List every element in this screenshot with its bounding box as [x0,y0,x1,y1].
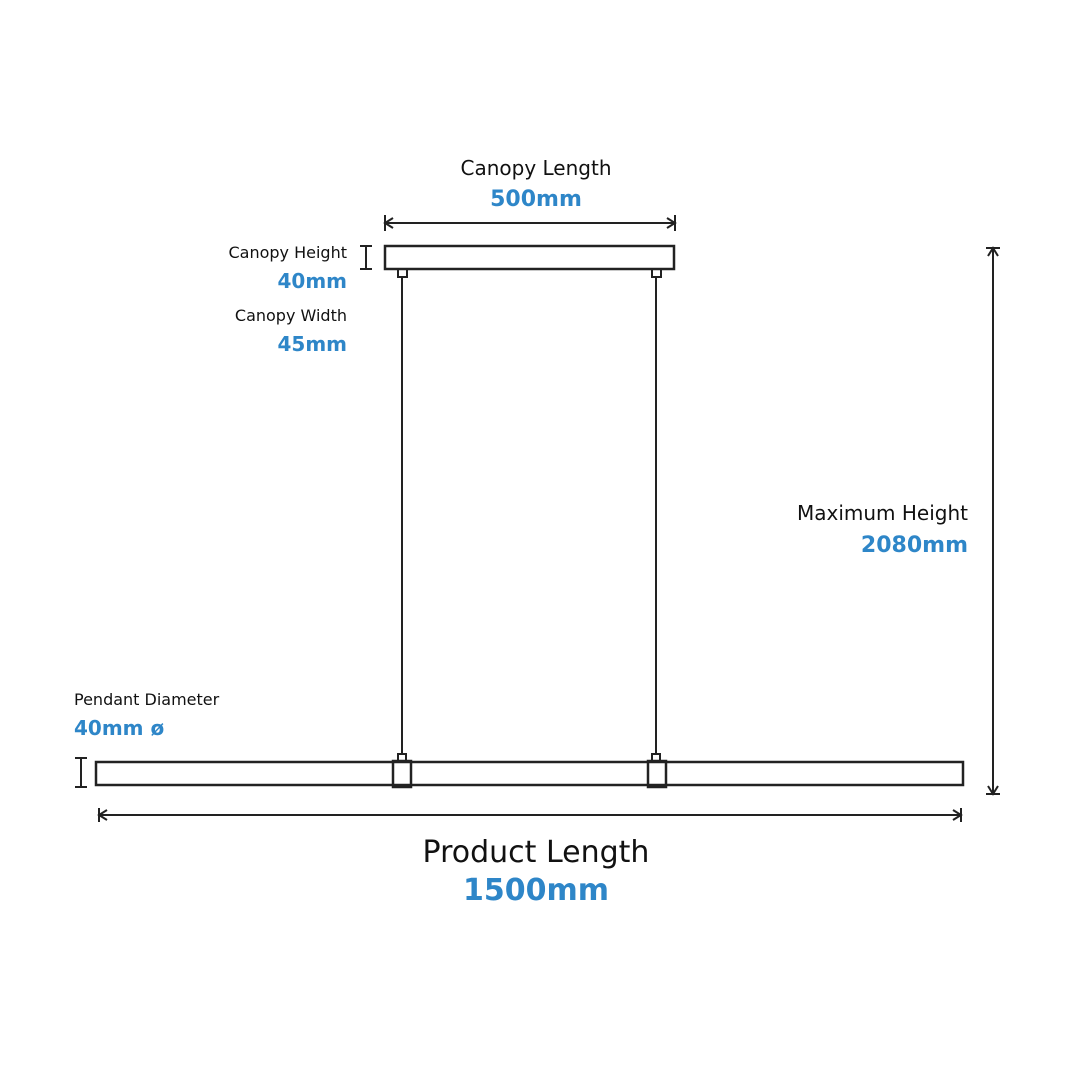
value: 1500mm [463,873,609,908]
label: Pendant Diameter [74,690,220,709]
label: Product Length [423,835,650,870]
label: Canopy Width [235,306,347,325]
dimension-arrows [75,215,1000,822]
fixture [94,244,965,789]
label: Canopy Length [460,156,611,180]
value: 40mm ø [74,716,164,740]
value: 45mm [277,332,347,356]
value: 40mm [277,269,347,293]
value: 2080mm [861,533,968,558]
label: Canopy Height [228,243,347,262]
label: Maximum Height [797,501,968,525]
value: 500mm [490,187,582,212]
